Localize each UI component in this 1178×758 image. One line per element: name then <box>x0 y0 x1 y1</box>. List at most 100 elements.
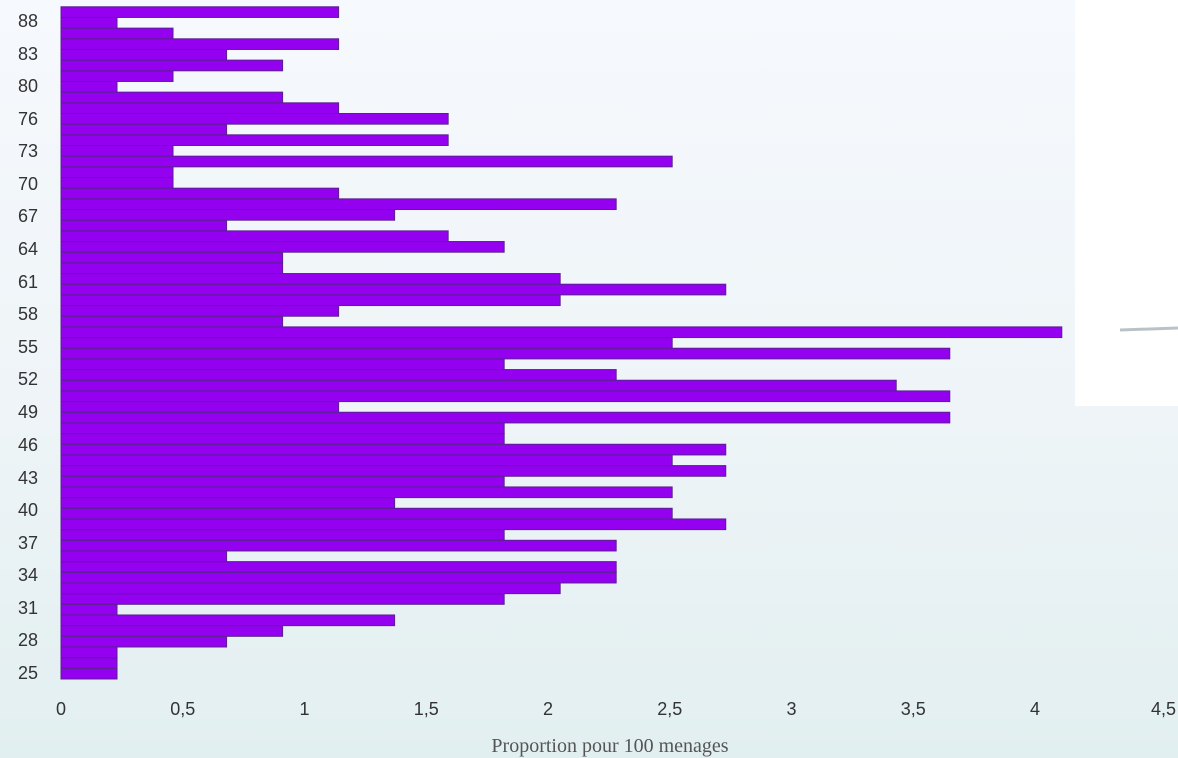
x-tick-label: 3 <box>786 699 796 719</box>
bar <box>60 539 617 552</box>
y-tick-label: 83 <box>18 44 38 64</box>
y-tick-label: 34 <box>18 565 38 585</box>
y-tick-label: 52 <box>18 369 38 389</box>
bar <box>60 529 505 541</box>
y-tick-label: 40 <box>18 500 38 520</box>
bar <box>60 507 673 520</box>
bar <box>60 70 174 82</box>
y-tick-label: 49 <box>18 402 38 422</box>
bar <box>60 603 118 616</box>
bar <box>60 326 1063 339</box>
y-tick-label: 88 <box>18 11 38 31</box>
y-tick-label: 37 <box>18 533 38 553</box>
bar <box>60 379 897 392</box>
x-tick-label: 1 <box>299 699 309 719</box>
bar <box>60 550 228 563</box>
bars-group <box>60 6 1063 680</box>
image-fragment-line <box>1119 326 1178 332</box>
bar <box>60 475 505 488</box>
bar <box>60 561 617 573</box>
bar <box>60 454 673 467</box>
bar <box>60 657 118 669</box>
bar <box>60 102 340 114</box>
bar <box>60 155 673 168</box>
bar <box>60 443 727 456</box>
bar <box>60 497 396 509</box>
x-tick-label: 0,5 <box>170 699 195 719</box>
bar <box>60 112 449 125</box>
y-tick-label: 67 <box>18 206 38 226</box>
bar <box>60 123 228 136</box>
bar <box>60 251 284 264</box>
bar <box>60 337 673 349</box>
y-tick-label: 31 <box>18 598 38 618</box>
bar <box>60 134 449 147</box>
bar <box>60 646 118 659</box>
bar <box>60 262 284 275</box>
bar <box>60 198 617 211</box>
x-axis-label: Proportion pour 100 menages <box>491 735 728 757</box>
bar <box>60 283 727 296</box>
bar <box>60 315 284 328</box>
x-tick-label: 1,5 <box>414 699 439 719</box>
bar <box>60 80 118 93</box>
bar <box>60 593 505 605</box>
y-tick-label: 61 <box>18 272 38 292</box>
y-tick-label: 80 <box>18 76 38 96</box>
image-fragment <box>1075 0 1178 406</box>
y-tick-label: 58 <box>18 304 38 324</box>
bar <box>60 187 340 200</box>
bar <box>60 625 284 637</box>
bar <box>60 390 951 403</box>
bar <box>60 230 449 243</box>
bar <box>60 667 118 680</box>
bar <box>60 48 228 61</box>
bar <box>60 27 174 40</box>
bar <box>60 582 561 595</box>
bar <box>60 635 228 648</box>
bar <box>60 571 617 584</box>
bar <box>60 166 174 179</box>
bar <box>60 486 673 499</box>
y-tick-label: 28 <box>18 630 38 650</box>
x-tick-label: 2,5 <box>657 699 682 719</box>
bar <box>60 241 505 253</box>
x-tick-label: 4,5 <box>1151 699 1176 719</box>
y-tick-label: 46 <box>18 435 38 455</box>
y-tick-label: 76 <box>18 109 38 129</box>
bar <box>60 38 340 50</box>
bar <box>60 422 505 435</box>
x-tick-label: 3,5 <box>901 699 926 719</box>
x-tick-label: 0 <box>56 699 66 719</box>
x-tick-labels: 0 0,5 1 1,5 2 2,5 3 3,5 4 4,5 <box>56 699 1176 719</box>
bar <box>60 209 396 221</box>
bar <box>60 614 396 627</box>
bar <box>60 518 727 531</box>
bar <box>60 358 505 371</box>
y-tick-label: 73 <box>18 141 38 161</box>
bar <box>60 273 561 285</box>
bar <box>60 91 284 104</box>
y-tick-label: 55 <box>18 337 38 357</box>
bar <box>60 6 340 18</box>
y-tick-labels: 25 28 31 34 37 40 43 46 49 52 55 58 61 64 67 70 73 76 80 83… <box>18 11 38 683</box>
x-tick-label: 4 <box>1030 699 1040 719</box>
bar <box>60 433 505 445</box>
bar <box>60 145 174 157</box>
bar <box>60 369 617 381</box>
y-tick-label: 43 <box>18 468 38 488</box>
bar <box>60 294 561 307</box>
bar <box>60 465 727 477</box>
bar <box>60 411 951 424</box>
bar <box>60 16 118 29</box>
bar <box>60 305 340 317</box>
y-tick-label: 64 <box>18 239 38 259</box>
x-tick-label: 2 <box>543 699 553 719</box>
bar <box>60 177 174 189</box>
y-tick-label: 70 <box>18 174 38 194</box>
bar <box>60 219 228 232</box>
bar <box>60 59 284 72</box>
bar <box>60 401 340 413</box>
bar <box>60 347 951 360</box>
